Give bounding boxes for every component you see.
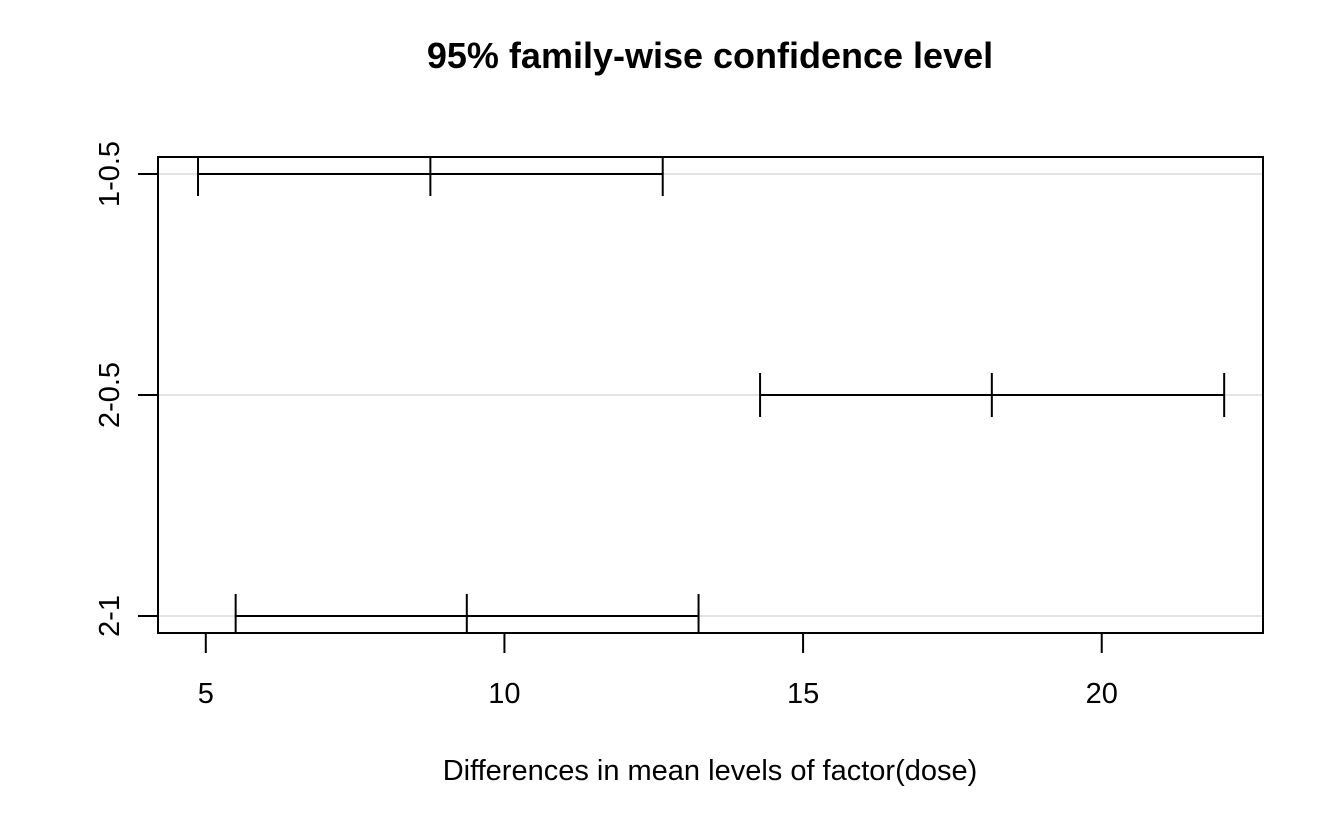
x-tick-label-15: 15 xyxy=(787,678,819,710)
x-tick-label-10: 10 xyxy=(488,678,520,710)
interval-2-0.5 xyxy=(759,373,1226,417)
chart-title: 95% family-wise confidence level xyxy=(427,35,993,76)
x-tick-label-5: 5 xyxy=(198,678,214,710)
interval-1-0.5 xyxy=(197,157,664,196)
y-tick-label-2-1: 2-1 xyxy=(94,595,126,637)
confidence-intervals xyxy=(197,157,1226,633)
y-tick-label-1-0.5: 1-0.5 xyxy=(94,141,126,207)
x-axis: 5 10 15 20 xyxy=(198,633,1118,710)
x-axis-label: Differences in mean levels of factor(dos… xyxy=(443,755,978,787)
x-tick-label-20: 20 xyxy=(1086,678,1118,710)
y-axis: 1-0.5 2-0.5 2-1 xyxy=(94,141,158,637)
y-tick-label-2-0.5: 2-0.5 xyxy=(94,362,126,428)
interval-2-1 xyxy=(234,594,700,633)
